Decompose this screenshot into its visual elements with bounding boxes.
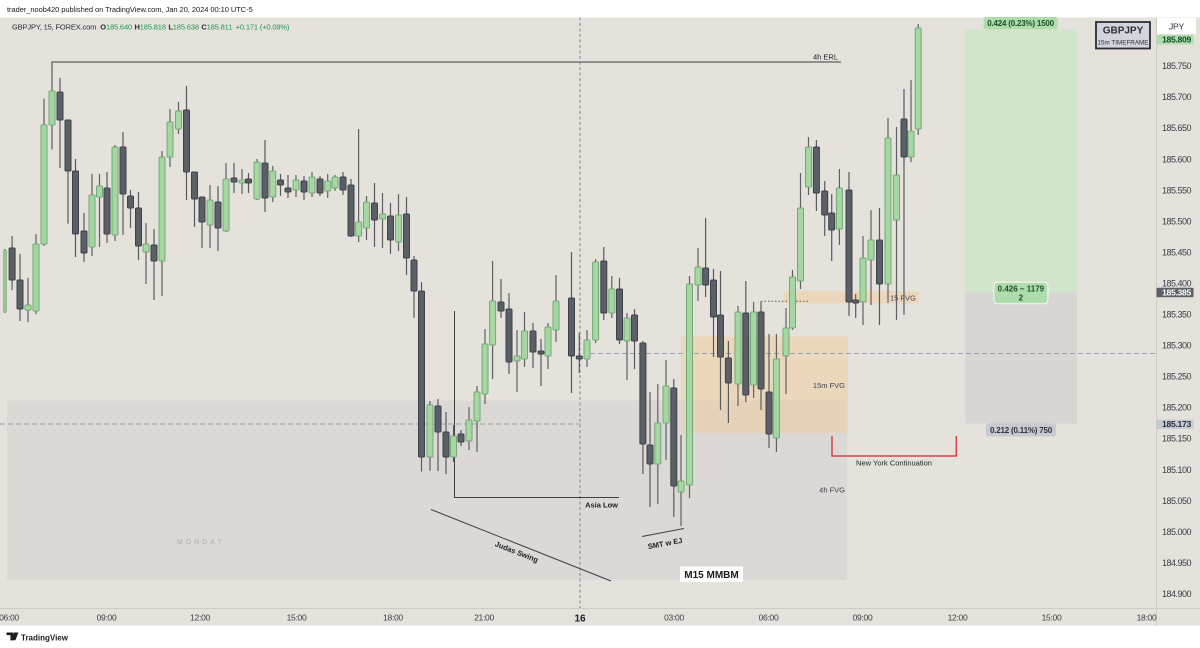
svg-text:185.809: 185.809 [1162, 35, 1191, 45]
svg-text:185.700: 185.700 [1162, 92, 1192, 102]
svg-text:Asia Low: Asia Low [585, 501, 618, 510]
svg-text:TradingView: TradingView [21, 634, 69, 643]
svg-text:184.950: 184.950 [1162, 558, 1192, 568]
svg-text:0.426 ~ 1179: 0.426 ~ 1179 [998, 285, 1045, 294]
svg-text:trader_noob420 published on Tr: trader_noob420 published on TradingView.… [7, 5, 253, 14]
svg-text:18:00: 18:00 [1137, 613, 1157, 623]
svg-text:4h FVG: 4h FVG [819, 486, 845, 495]
svg-text:4h ERL: 4h ERL [813, 53, 838, 62]
svg-text:185.350: 185.350 [1162, 310, 1192, 320]
svg-text:MONDAY: MONDAY [177, 539, 225, 546]
svg-text:0.212 (0.11%) 750: 0.212 (0.11%) 750 [990, 426, 1053, 435]
svg-text:185.300: 185.300 [1162, 341, 1192, 351]
svg-text:185.400: 185.400 [1162, 279, 1192, 289]
svg-text:185.750: 185.750 [1162, 61, 1192, 71]
svg-text:GBPJPY: GBPJPY [1103, 26, 1144, 37]
svg-text:18:00: 18:00 [383, 613, 403, 623]
svg-text:185.000: 185.000 [1162, 527, 1192, 537]
svg-text:16: 16 [574, 614, 586, 625]
svg-text:New York Continuation: New York Continuation [856, 459, 932, 468]
svg-text:M15 MMBM: M15 MMBM [684, 570, 738, 581]
svg-text:06:00: 06:00 [0, 613, 19, 623]
svg-text:12:00: 12:00 [190, 613, 210, 623]
svg-text:06:00: 06:00 [759, 613, 779, 623]
svg-text:12:00: 12:00 [948, 613, 968, 623]
svg-text:15:00: 15:00 [1042, 613, 1062, 623]
svg-text:185.150: 185.150 [1162, 434, 1192, 444]
svg-text:185.650: 185.650 [1162, 123, 1192, 133]
svg-text:185.050: 185.050 [1162, 496, 1192, 506]
svg-text:185.385: 185.385 [1162, 287, 1191, 297]
svg-text:09:00: 09:00 [853, 613, 873, 623]
svg-text:185.173: 185.173 [1162, 419, 1191, 429]
svg-text:185.500: 185.500 [1162, 216, 1192, 226]
svg-text:2: 2 [1019, 294, 1024, 303]
svg-text:15 FVG: 15 FVG [890, 294, 916, 303]
svg-text:185.600: 185.600 [1162, 154, 1192, 164]
svg-text:0.424 (0.23%) 1500: 0.424 (0.23%) 1500 [987, 19, 1054, 28]
svg-text:185.100: 185.100 [1162, 465, 1192, 475]
svg-text:09:00: 09:00 [97, 613, 117, 623]
svg-text:184.900: 184.900 [1162, 589, 1192, 599]
svg-text:185.450: 185.450 [1162, 247, 1192, 257]
svg-text:15m FVG: 15m FVG [813, 381, 845, 390]
svg-text:185.550: 185.550 [1162, 185, 1192, 195]
svg-text:185.200: 185.200 [1162, 403, 1192, 413]
svg-text:03:00: 03:00 [664, 613, 684, 623]
svg-text:185.250: 185.250 [1162, 372, 1192, 382]
svg-text:JPY: JPY [1169, 21, 1185, 31]
svg-text:15:00: 15:00 [287, 613, 307, 623]
svg-text:15m TIMEFRAME: 15m TIMEFRAME [1098, 40, 1149, 47]
svg-text:21:00: 21:00 [474, 613, 494, 623]
